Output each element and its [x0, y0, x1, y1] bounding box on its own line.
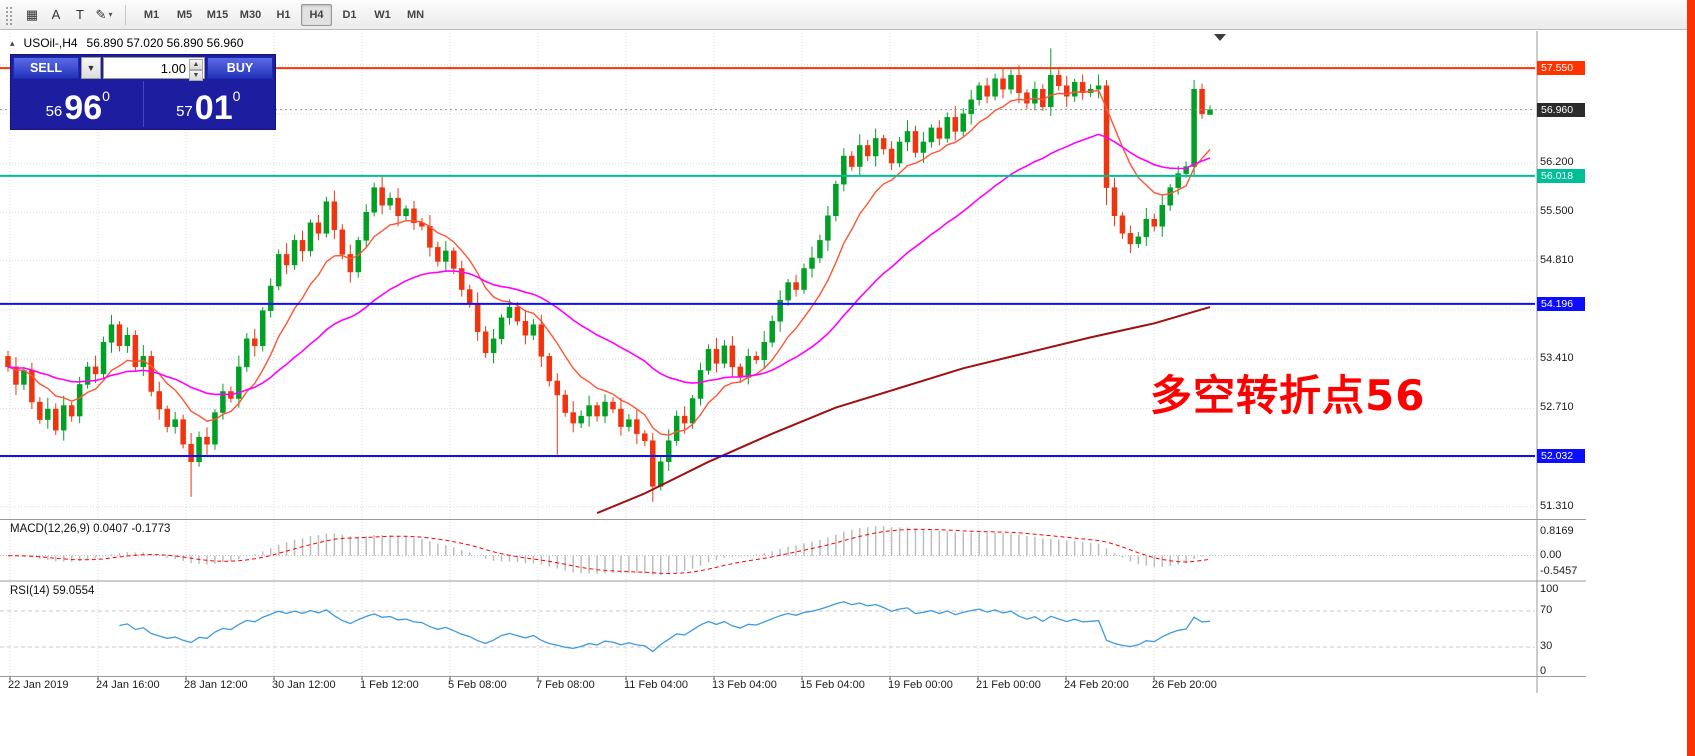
rsi-title: RSI(14) 59.0554 — [10, 585, 95, 597]
chevron-down-icon: ▼ — [86, 63, 96, 73]
timeframe-m5-button[interactable]: M5 — [176, 8, 193, 21]
timeframe-h1-button[interactable]: H1 — [276, 8, 291, 21]
buy-price-small: 57 — [176, 103, 193, 120]
sell-price-small: 56 — [45, 103, 63, 120]
timeframe-buttons: M1 M5 M15 M30 H1 H4 D1 W1 MN — [135, 3, 432, 26]
sell-price-sup: 0 — [102, 88, 110, 104]
toolbar: ▦ A T ✎ ▾ M1 M5 M15 M30 H1 H4 D1 W1 MN — [0, 0, 1695, 30]
chart-title: ▴ USOil-,H4 56.890 57.020 56.890 56.960 — [10, 36, 243, 50]
chevron-down-icon: ▾ — [108, 10, 113, 19]
timeframe-mn-button[interactable]: MN — [406, 8, 425, 21]
sell-button[interactable]: SELL — [13, 57, 79, 79]
buy-price-big: 01 — [194, 89, 233, 127]
timeframe-m1-button[interactable]: M1 — [143, 8, 160, 21]
sell-price-big: 96 — [64, 89, 103, 127]
volume-input[interactable]: 1.00 ▲ ▼ — [103, 57, 205, 81]
symbol-period: USOil-,H4 — [23, 36, 78, 50]
sell-price-display[interactable]: 56 96 0 — [13, 81, 143, 127]
ohlc-values: 56.890 57.020 56.890 56.960 — [86, 36, 244, 50]
toolbar-grip-handle[interactable] — [4, 4, 13, 25]
timeframe-w1-button[interactable]: W1 — [374, 8, 391, 21]
text-label-tool-icon[interactable]: A — [51, 7, 61, 22]
toolbar-separator — [125, 4, 126, 25]
volume-value: 1.00 — [160, 60, 186, 76]
drawing-tools: ▦ A T ✎ ▾ — [20, 4, 116, 26]
volume-dropdown-button[interactable]: ▼ — [81, 57, 101, 79]
spinner-down-icon[interactable]: ▼ — [189, 70, 203, 81]
timeframe-m15-button[interactable]: M15 — [206, 8, 229, 21]
window-edge-strip — [1687, 0, 1695, 756]
buy-price-sup: 0 — [232, 88, 241, 104]
buy-price-display[interactable]: 57 01 0 — [142, 81, 274, 127]
timeframe-m30-button[interactable]: M30 — [239, 8, 262, 21]
pencil-draw-tool-icon[interactable]: ✎ ▾ — [95, 6, 113, 22]
textbox-tool-icon[interactable]: T — [76, 7, 84, 22]
chart-annotation: 多空转折点56 — [1150, 371, 1426, 420]
panel-collapse-icon[interactable]: ▴ — [10, 37, 15, 48]
timeframe-h4-button[interactable]: H4 — [301, 3, 332, 26]
macd-title: MACD(12,26,9) 0.0407 -0.1773 — [10, 523, 171, 535]
volume-spinner: ▲ ▼ — [189, 59, 203, 81]
buy-button[interactable]: BUY — [207, 57, 273, 79]
timeframe-d1-button[interactable]: D1 — [342, 8, 357, 21]
one-click-trading-panel: SELL ▼ 1.00 ▲ ▼ BUY 56 96 0 57 01 0 — [10, 54, 276, 130]
spinner-up-icon[interactable]: ▲ — [189, 59, 203, 70]
tick-chart-tool-icon[interactable]: ▦ — [25, 6, 39, 22]
